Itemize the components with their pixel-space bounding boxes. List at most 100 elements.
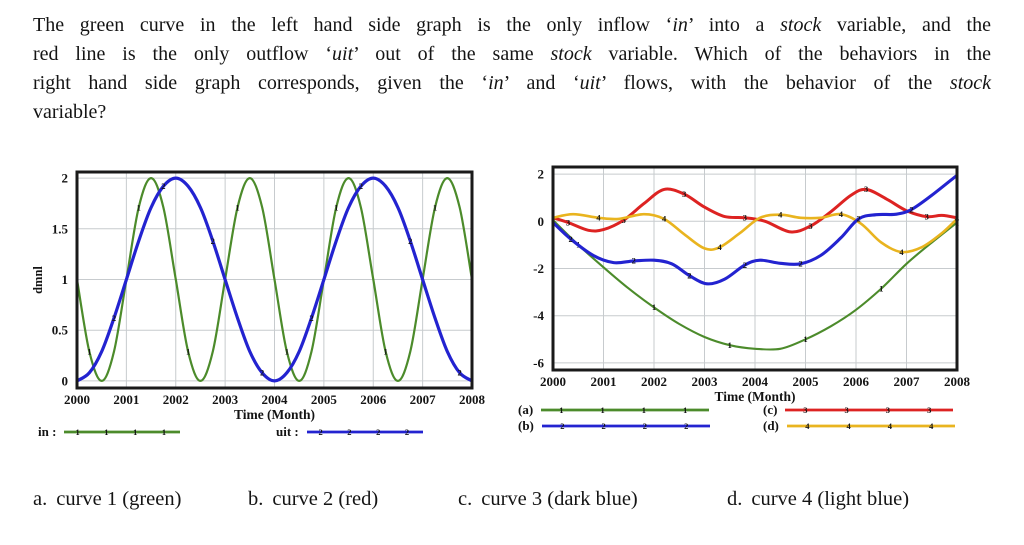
option-c-label: curve 3 (dark blue): [481, 488, 638, 510]
y-tick-label: -2: [533, 261, 544, 276]
x-tick-label: 2003: [212, 392, 239, 407]
svg-text:1: 1: [559, 405, 563, 415]
svg-text:1: 1: [683, 405, 687, 415]
svg-text:3: 3: [804, 405, 808, 415]
legend-entry-uit: uit : 2 2 2 2: [276, 424, 425, 440]
curve-c-marker: 3: [682, 189, 686, 199]
y-tick-label: 0: [538, 214, 545, 229]
legend-label-b: (b): [518, 418, 534, 433]
curve-in-marker: 1: [433, 202, 437, 212]
option-d: d. curve 4 (light blue): [727, 488, 909, 511]
legend-label-c: (c): [763, 402, 778, 417]
x-tick-label: 2008: [459, 392, 486, 407]
curve-b-marker: 2: [743, 260, 747, 270]
curve-b-marker: 2: [909, 204, 913, 214]
curve-b-marker: 2: [569, 234, 573, 244]
legend-line: 1 1 1 1: [541, 405, 710, 415]
curve-a-marker: 1: [879, 283, 883, 293]
curve-d: [552, 212, 958, 254]
option-a-letter: a.: [33, 488, 48, 510]
curve-uit-marker: 2: [458, 368, 462, 378]
curve-d-marker: 4: [718, 242, 723, 252]
option-d-label: curve 4 (light blue): [751, 488, 910, 510]
svg-text:4: 4: [888, 421, 893, 431]
x-tick-label: 2002: [641, 374, 667, 389]
x-tick-label: 2002: [163, 392, 189, 407]
x-tick-label: 2005: [311, 392, 338, 407]
legend-entry-d: (d) 4 4 4 4: [763, 418, 957, 434]
svg-text:1: 1: [601, 405, 605, 415]
curve-d-marker: 4: [662, 214, 667, 224]
svg-text:1: 1: [133, 427, 137, 437]
legend-line: 4 4 4 4: [786, 421, 955, 431]
curve-d-marker: 4: [839, 209, 844, 219]
x-tick-label: 2004: [742, 374, 769, 389]
x-tick-label: 2001: [113, 392, 139, 407]
y-tick-label: 1: [62, 272, 69, 287]
legend-label-a: (a): [518, 402, 534, 417]
curve-c-marker: 3: [925, 211, 929, 221]
svg-text:2: 2: [601, 421, 605, 431]
right-chart-legend: (a) 1 1 1 1 (b) 2 2 2 2 (c) 3 3 3 3 (d) 4 4 4 4: [508, 402, 994, 438]
svg-text:2: 2: [405, 427, 409, 437]
left-chart-legend: in : 1 1 1 1 uit : 2 2 2 2: [30, 424, 500, 442]
x-tick-label: 2000: [540, 374, 566, 389]
curve-b-marker: 2: [687, 270, 691, 280]
svg-text:1: 1: [76, 427, 80, 437]
legend-entry-c: (c) 3 3 3 3: [763, 402, 955, 418]
svg-text:2: 2: [684, 421, 688, 431]
svg-text:3: 3: [845, 405, 849, 415]
curve-c-marker: 3: [743, 213, 747, 223]
svg-text:4: 4: [929, 421, 934, 431]
legend-label-d: (d): [763, 418, 779, 433]
right-behavior-graph: 1 1 1 1 1 1 3 3 3 3 3 3 3 4 4 4 4 4 4 4 2 2 2 2 2 2 2 2000 2001 2002 2…: [508, 155, 988, 405]
question-text: The green curve in the left hand side gr…: [33, 11, 991, 127]
y-tick-label: 0.5: [52, 323, 69, 338]
legend-line: 1 1 1 1: [64, 427, 181, 437]
x-tick-label: 2004: [262, 392, 289, 407]
plot-frame: [75, 170, 474, 390]
option-b: b. curve 2 (red): [248, 488, 378, 511]
curve-b-marker: 2: [632, 256, 636, 266]
curve-in-marker: 1: [285, 346, 289, 356]
y-tick-label: 2: [62, 171, 69, 186]
answer-options: a. curve 1 (green) b. curve 2 (red) c. curv…: [0, 488, 1024, 518]
curve-b-marker: 2: [856, 214, 860, 224]
option-b-label: curve 2 (red): [272, 488, 379, 510]
curve-c-marker: 3: [864, 184, 868, 194]
x-tick-label: 2007: [410, 392, 437, 407]
curve-c-marker: 3: [622, 215, 626, 225]
option-a-label: curve 1 (green): [56, 488, 182, 510]
svg-text:2: 2: [560, 421, 564, 431]
legend-line: 2 2 2 2: [541, 421, 710, 431]
option-b-letter: b.: [248, 488, 264, 510]
question-line: red line is the only outflow ‘uit’ out o…: [33, 43, 991, 65]
y-tick-label: 2: [538, 167, 545, 182]
svg-text:4: 4: [846, 421, 851, 431]
curve-uit-marker: 2: [112, 313, 116, 323]
curve-b-marker: 2: [798, 259, 802, 269]
option-c-letter: c.: [458, 488, 473, 510]
x-tick-label: 2006: [843, 374, 870, 389]
legend-line: 3 3 3 3: [785, 405, 954, 415]
curve-in-marker: 1: [334, 202, 338, 212]
option-a: a. curve 1 (green): [33, 488, 181, 511]
svg-text:1: 1: [105, 427, 109, 437]
option-d-letter: d.: [727, 488, 743, 510]
x-axis-title: Time (Month): [234, 407, 315, 422]
legend-label-uit: uit :: [276, 424, 299, 439]
svg-text:3: 3: [886, 405, 890, 415]
question-line: The green curve in the left hand side gr…: [33, 14, 991, 36]
svg-text:2: 2: [643, 421, 647, 431]
y-tick-label: -4: [533, 308, 544, 323]
x-tick-label: 2007: [894, 374, 921, 389]
y-tick-label: 1.5: [52, 221, 69, 236]
svg-text:2: 2: [376, 427, 380, 437]
legend-entry-b: (b) 2 2 2 2: [518, 418, 712, 434]
x-axis-title: Time (Month): [714, 389, 795, 404]
curve-in: [76, 176, 473, 383]
svg-text:2: 2: [347, 427, 351, 437]
curve-a: [552, 219, 958, 351]
